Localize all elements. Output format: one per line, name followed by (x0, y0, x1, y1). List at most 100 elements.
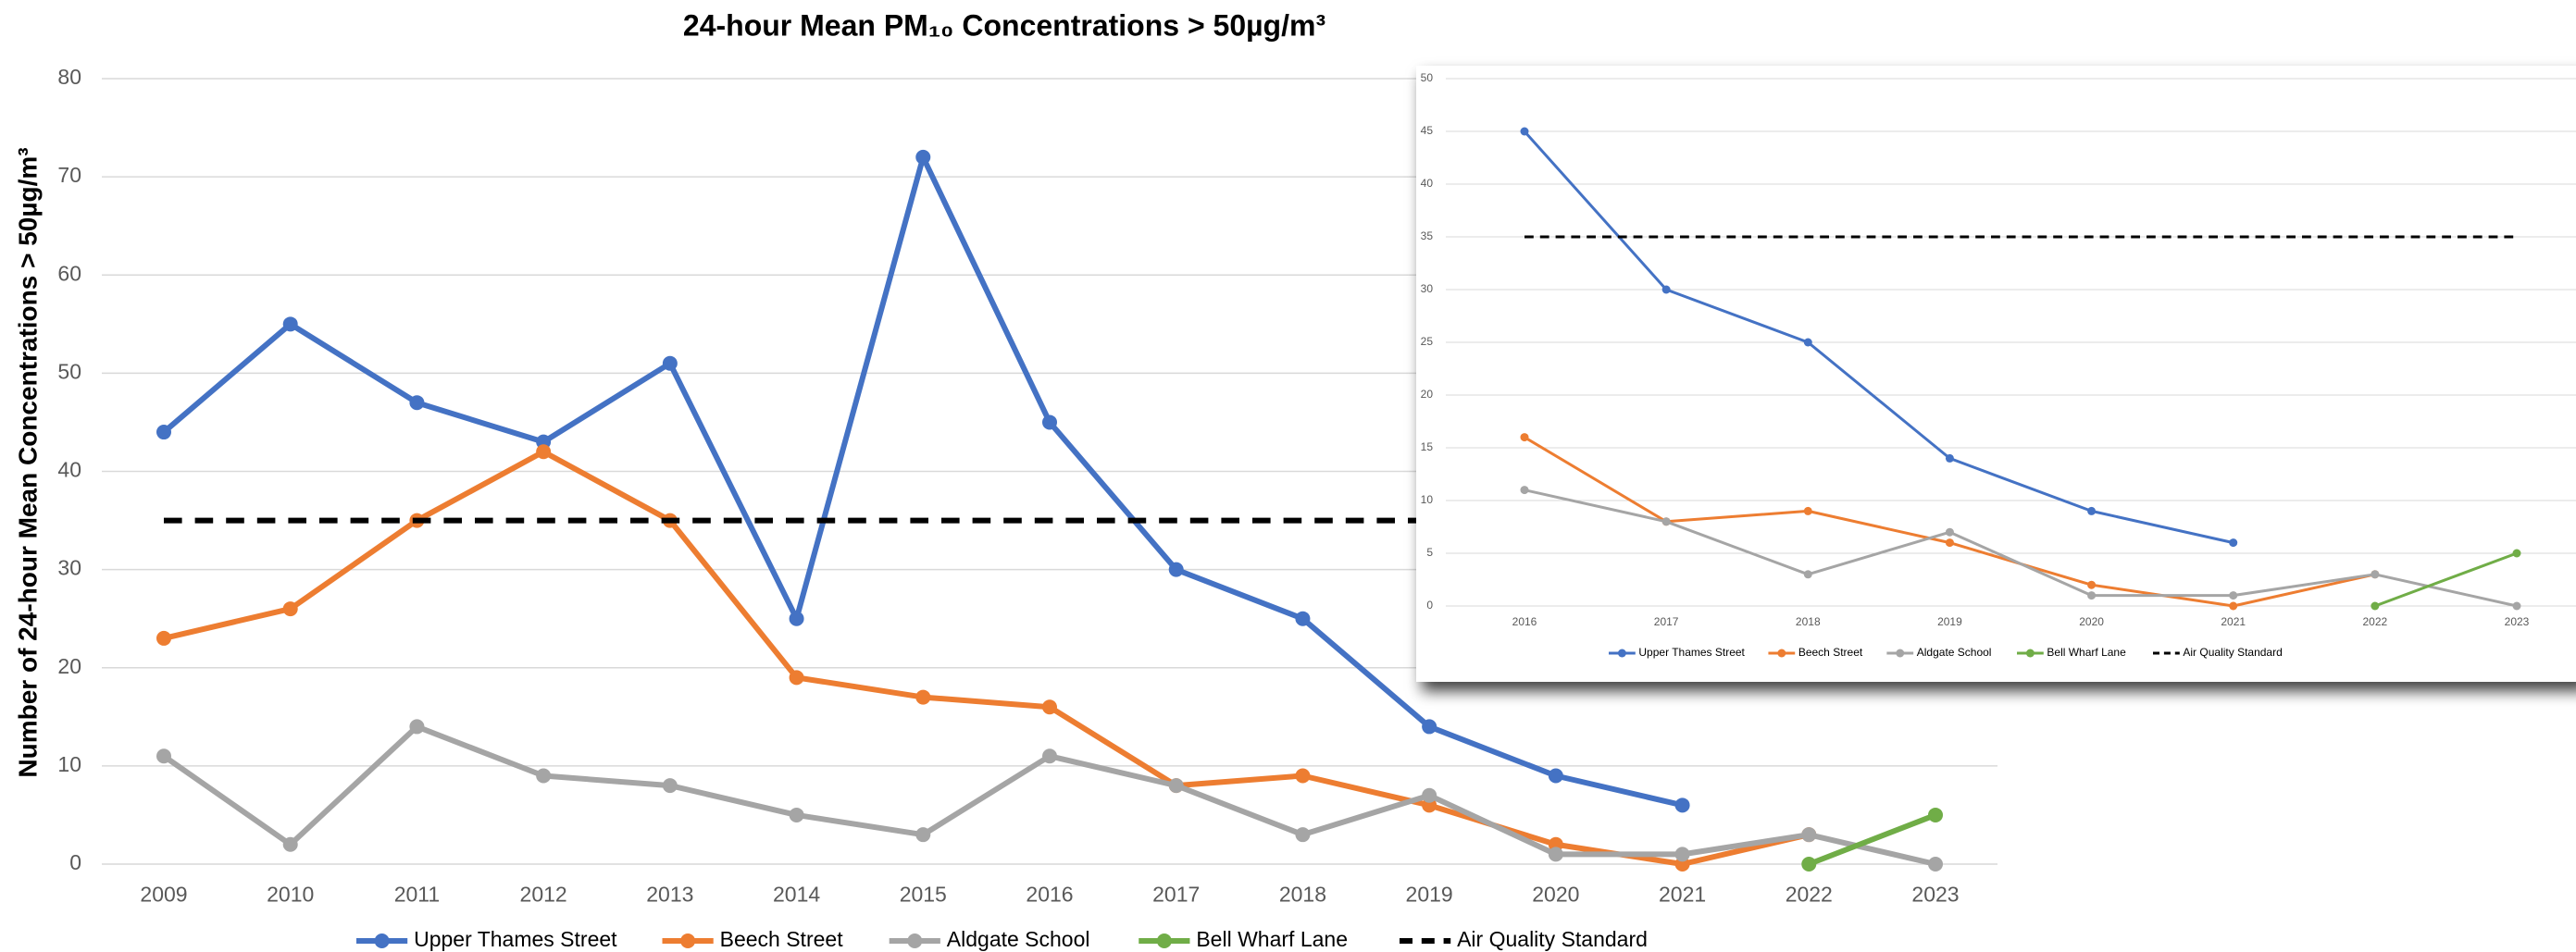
y-tick-label: 20 (1421, 388, 1434, 401)
data-point (1548, 847, 1563, 862)
x-tick-label: 2019 (1406, 883, 1453, 907)
y-axis-label: Number of 24-hour Mean Concentrations > … (13, 147, 42, 777)
legend-marker (680, 933, 696, 948)
x-tick-label: 2017 (1654, 615, 1679, 628)
legend-marker (907, 933, 923, 948)
y-tick-label: 60 (57, 261, 81, 285)
data-point (1520, 486, 1529, 495)
y-tick-label: 0 (69, 850, 81, 874)
legend-label: Bell Wharf Lane (2047, 646, 2126, 659)
data-point (1520, 127, 1529, 136)
data-point (282, 836, 298, 852)
legend-label: Upper Thames Street (414, 927, 617, 951)
y-tick-label: 35 (1421, 229, 1434, 242)
x-tick-label: 2020 (2079, 615, 2104, 628)
data-point (1168, 778, 1184, 794)
legend-label: Air Quality Standard (2183, 646, 2282, 659)
legend-marker (374, 933, 390, 948)
data-point (915, 827, 931, 843)
data-point (2512, 549, 2521, 558)
x-tick-label: 2010 (267, 883, 314, 907)
data-point (1803, 506, 1812, 515)
data-point (1928, 857, 1943, 872)
data-point (156, 748, 171, 764)
x-tick-label: 2018 (1796, 615, 1821, 628)
legend-marker (2025, 649, 2035, 658)
y-tick-label: 80 (57, 65, 81, 89)
x-tick-label: 2016 (1026, 883, 1073, 907)
y-tick-label: 50 (57, 359, 81, 383)
x-tick-label: 2012 (520, 883, 567, 907)
data-point (1042, 699, 1057, 715)
y-tick-label: 40 (1421, 177, 1434, 190)
series-line (1808, 812, 1937, 867)
data-point (1801, 827, 1817, 843)
x-tick-label: 2016 (1512, 615, 1537, 628)
data-point (789, 670, 804, 686)
y-tick-label: 45 (1421, 124, 1434, 137)
data-point (2087, 506, 2097, 515)
data-point (915, 149, 931, 165)
data-point (2229, 601, 2238, 611)
data-point (156, 630, 171, 646)
data-point (1295, 827, 1311, 843)
data-point (409, 395, 425, 411)
x-tick-label: 2021 (1659, 883, 1706, 907)
x-tick-label: 2022 (2363, 615, 2388, 628)
data-point (1803, 338, 1812, 347)
x-tick-label: 2017 (1152, 883, 1200, 907)
x-tick-label: 2018 (1279, 883, 1326, 907)
inset-plot: 0 5 10 15 20 25 30 35 40 45 50 2016 2017 2018 2019 2020… (1416, 66, 2576, 682)
y-tick-label: 70 (57, 163, 81, 187)
data-point (1945, 538, 1954, 548)
data-point (2229, 538, 2238, 548)
x-tick-label: 2014 (773, 883, 820, 907)
data-point (2512, 601, 2521, 611)
data-point (409, 719, 425, 735)
x-tick-label: 2009 (140, 883, 187, 907)
legend-marker (1617, 649, 1626, 658)
y-tick-label: 30 (57, 556, 81, 580)
data-point (156, 425, 171, 440)
x-tick-label: 2011 (394, 883, 440, 907)
data-point (1422, 787, 1437, 803)
data-point (1945, 527, 1954, 537)
data-point (1295, 768, 1311, 784)
data-point (2229, 591, 2238, 600)
legend-label: Beech Street (1798, 646, 1863, 659)
legend-label: Upper Thames Street (1638, 646, 1745, 659)
data-point (1661, 517, 1671, 526)
data-point (1945, 453, 1954, 463)
legend-label: Beech Street (720, 927, 844, 951)
data-point (1548, 768, 1563, 784)
data-point (1042, 748, 1057, 764)
inset-frame (1416, 66, 2576, 682)
data-point (1674, 797, 1690, 813)
series-line (1524, 488, 2518, 608)
data-point (1661, 285, 1671, 294)
x-tick-label: 2021 (2221, 615, 2246, 628)
x-tick-label: 2023 (1911, 883, 1959, 907)
data-point (2371, 570, 2380, 579)
series-line (163, 449, 1810, 867)
data-point (282, 601, 298, 617)
data-point (1042, 414, 1057, 430)
legend-label: Bell Wharf Lane (1196, 927, 1348, 951)
y-tick-label: 0 (1426, 599, 1433, 612)
legend-label: Air Quality Standard (1457, 927, 1648, 951)
legend-marker (1896, 649, 1905, 658)
y-tick-label: 40 (57, 458, 81, 482)
x-tick-label: 2015 (900, 883, 947, 907)
data-point (1928, 807, 1943, 822)
x-tick-label: 2023 (2505, 615, 2530, 628)
data-point (2371, 601, 2380, 611)
y-tick-label: 10 (1421, 493, 1434, 506)
y-tick-label: 20 (57, 654, 81, 678)
data-point (1674, 847, 1690, 862)
series-line (2374, 551, 2518, 608)
x-tick-label: 2020 (1532, 883, 1579, 907)
data-point (536, 768, 552, 784)
data-point (789, 611, 804, 626)
data-point (1168, 562, 1184, 577)
